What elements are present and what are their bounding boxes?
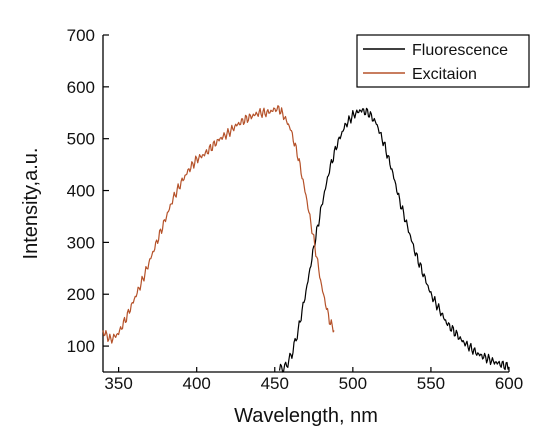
y-tick-label: 300 (67, 233, 95, 252)
y-tick-label: 500 (67, 130, 95, 149)
y-tick-label: 200 (67, 285, 95, 304)
series-line-fluorescence (278, 107, 510, 373)
y-tick-label: 700 (67, 26, 95, 45)
y-tick-label: 600 (67, 78, 95, 97)
x-axis-title: Wavelength, nm (234, 405, 378, 427)
legend-label: Fluorescence (412, 42, 508, 59)
x-tick-label: 600 (495, 374, 523, 393)
series-layer (102, 105, 510, 373)
x-tick-label: 400 (183, 374, 211, 393)
x-tick-label: 350 (104, 374, 132, 393)
series-line-excitaion (102, 105, 335, 344)
y-tick-label: 400 (67, 182, 95, 201)
x-axis: 350 400 450 500 550 600 (104, 367, 523, 393)
legend: Fluorescence Excitaion (356, 34, 530, 88)
y-axis: 100 200 300 400 500 600 700 (67, 26, 109, 356)
x-tick-label: 500 (339, 374, 367, 393)
x-tick-label: 450 (261, 374, 289, 393)
legend-box (356, 34, 530, 88)
y-tick-label: 100 (67, 337, 95, 356)
plot-area (102, 35, 509, 373)
y-axis-title: Intensity,a.u. (20, 148, 42, 260)
legend-label: Excitaion (412, 66, 477, 83)
x-tick-label: 550 (417, 374, 445, 393)
